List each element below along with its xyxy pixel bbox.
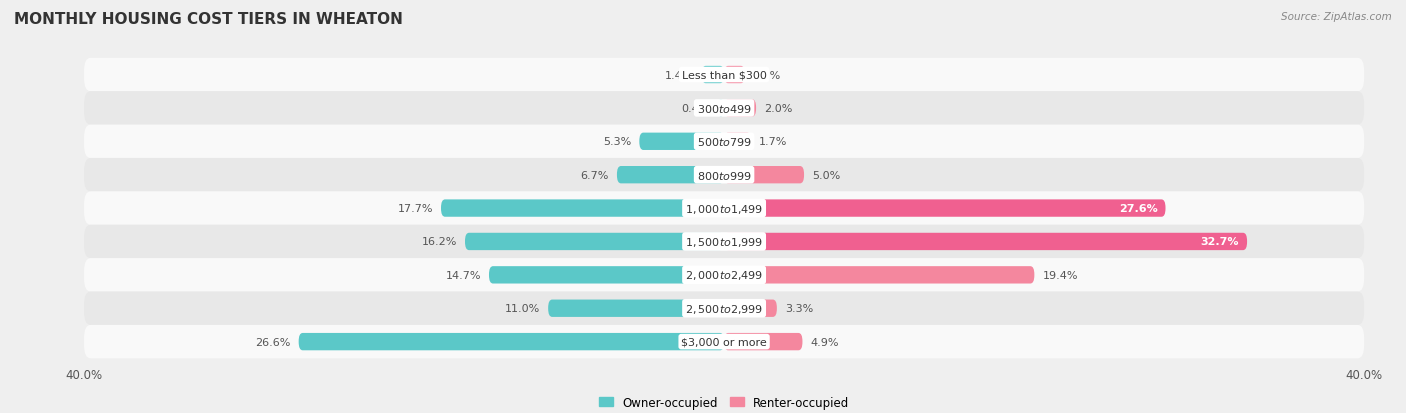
FancyBboxPatch shape: [441, 200, 724, 217]
Text: Source: ZipAtlas.com: Source: ZipAtlas.com: [1281, 12, 1392, 22]
FancyBboxPatch shape: [717, 100, 724, 117]
FancyBboxPatch shape: [724, 66, 745, 84]
FancyBboxPatch shape: [548, 300, 724, 317]
FancyBboxPatch shape: [724, 200, 1166, 217]
Text: 1.7%: 1.7%: [759, 137, 787, 147]
Text: 16.2%: 16.2%: [422, 237, 457, 247]
FancyBboxPatch shape: [465, 233, 724, 251]
Text: 3.3%: 3.3%: [785, 304, 813, 313]
Text: Less than $300: Less than $300: [682, 70, 766, 80]
Text: 4.9%: 4.9%: [810, 337, 839, 347]
FancyBboxPatch shape: [84, 125, 1364, 159]
FancyBboxPatch shape: [724, 333, 803, 351]
FancyBboxPatch shape: [489, 266, 724, 284]
FancyBboxPatch shape: [84, 325, 1364, 358]
Text: 5.3%: 5.3%: [603, 137, 631, 147]
FancyBboxPatch shape: [724, 233, 1247, 251]
FancyBboxPatch shape: [724, 300, 778, 317]
Text: 6.7%: 6.7%: [581, 170, 609, 180]
FancyBboxPatch shape: [84, 225, 1364, 259]
FancyBboxPatch shape: [84, 292, 1364, 325]
Text: 1.4%: 1.4%: [665, 70, 693, 80]
Text: $3,000 or more: $3,000 or more: [682, 337, 766, 347]
Text: 5.0%: 5.0%: [813, 170, 841, 180]
FancyBboxPatch shape: [84, 92, 1364, 125]
FancyBboxPatch shape: [724, 100, 756, 117]
FancyBboxPatch shape: [617, 166, 724, 184]
Text: 26.6%: 26.6%: [256, 337, 291, 347]
FancyBboxPatch shape: [640, 133, 724, 151]
Text: $500 to $799: $500 to $799: [696, 136, 752, 148]
Text: $2,000 to $2,499: $2,000 to $2,499: [685, 269, 763, 282]
Text: 27.6%: 27.6%: [1119, 204, 1157, 214]
Text: 14.7%: 14.7%: [446, 270, 481, 280]
FancyBboxPatch shape: [298, 333, 724, 351]
FancyBboxPatch shape: [84, 192, 1364, 225]
Text: $1,500 to $1,999: $1,500 to $1,999: [685, 235, 763, 248]
Text: 17.7%: 17.7%: [398, 204, 433, 214]
Legend: Owner-occupied, Renter-occupied: Owner-occupied, Renter-occupied: [593, 391, 855, 413]
Text: 32.7%: 32.7%: [1201, 237, 1239, 247]
FancyBboxPatch shape: [724, 133, 751, 151]
Text: 19.4%: 19.4%: [1042, 270, 1078, 280]
Text: 2.0%: 2.0%: [763, 104, 793, 114]
FancyBboxPatch shape: [84, 159, 1364, 192]
FancyBboxPatch shape: [702, 66, 724, 84]
Text: 0.4%: 0.4%: [682, 104, 710, 114]
Text: 1.3%: 1.3%: [752, 70, 782, 80]
FancyBboxPatch shape: [84, 259, 1364, 292]
Text: $800 to $999: $800 to $999: [696, 169, 752, 181]
Text: 11.0%: 11.0%: [505, 304, 540, 313]
Text: $1,000 to $1,499: $1,000 to $1,499: [685, 202, 763, 215]
FancyBboxPatch shape: [724, 266, 1035, 284]
Text: $300 to $499: $300 to $499: [696, 103, 752, 115]
FancyBboxPatch shape: [84, 59, 1364, 92]
Text: MONTHLY HOUSING COST TIERS IN WHEATON: MONTHLY HOUSING COST TIERS IN WHEATON: [14, 12, 404, 27]
FancyBboxPatch shape: [724, 166, 804, 184]
Text: $2,500 to $2,999: $2,500 to $2,999: [685, 302, 763, 315]
